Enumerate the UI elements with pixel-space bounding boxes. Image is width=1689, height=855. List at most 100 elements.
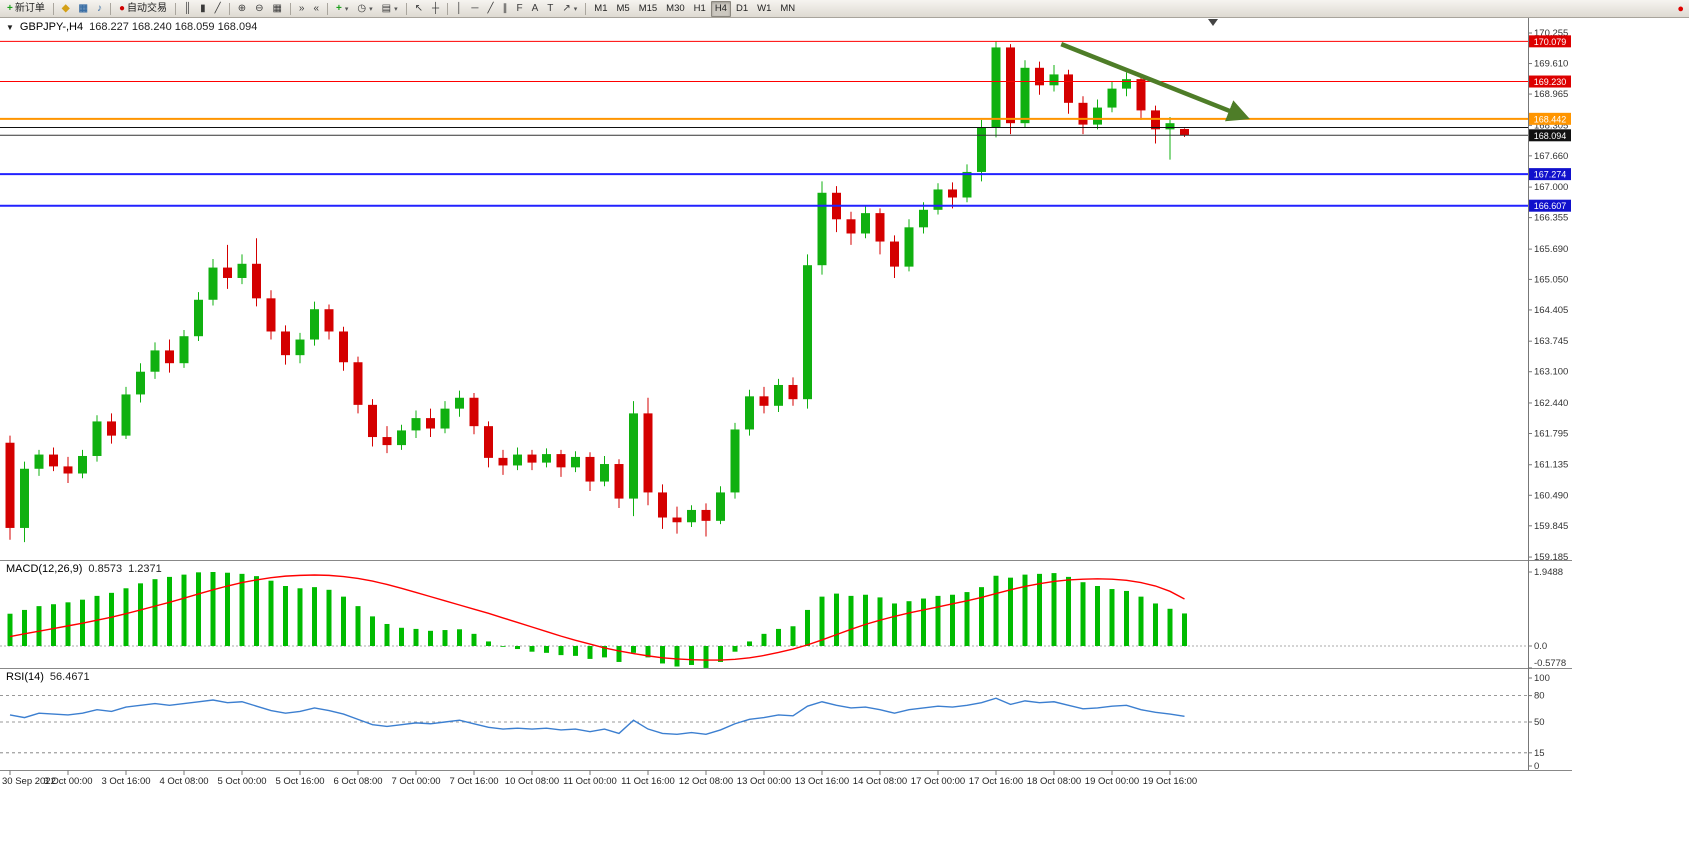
tf-d1-button[interactable]: D1 bbox=[732, 1, 752, 17]
macd-bar bbox=[660, 646, 665, 664]
horizontal-line-button[interactable]: ─ bbox=[467, 1, 482, 17]
dropdown-caret-icon[interactable]: ▾ bbox=[394, 5, 398, 13]
new-order-button[interactable]: + 新订单 bbox=[3, 1, 49, 17]
candle-body bbox=[701, 509, 711, 521]
tf-h1-button[interactable]: H1 bbox=[690, 1, 710, 17]
arrows-button-icon: ↗ bbox=[562, 2, 571, 14]
macd-bar bbox=[297, 588, 303, 646]
dropdown-caret-icon[interactable]: ▾ bbox=[344, 5, 349, 13]
candle-body bbox=[658, 492, 667, 518]
candle-body bbox=[1035, 67, 1044, 86]
cursor-button[interactable]: ↖ bbox=[411, 1, 427, 17]
chart-window-button[interactable]: ▦ bbox=[75, 1, 92, 17]
time-axis-label: 17 Oct 16:00 bbox=[969, 776, 1023, 787]
macd-bar bbox=[1008, 577, 1013, 646]
auto-scroll-button[interactable]: » bbox=[295, 1, 309, 17]
vertical-line-button[interactable]: │ bbox=[452, 1, 466, 17]
rsi-line bbox=[9, 697, 1185, 736]
market-watch-icon[interactable]: ◆ bbox=[58, 1, 74, 17]
chart-shift-button[interactable]: « bbox=[309, 1, 323, 17]
tf-mn-button-label: MN bbox=[780, 2, 796, 14]
price-axis-label: 167.000 bbox=[1534, 182, 1568, 193]
candle-body bbox=[933, 189, 943, 210]
templates-button[interactable]: ▤ ▾ bbox=[378, 1, 402, 17]
autotrade-button[interactable]: ● 自动交易 bbox=[115, 1, 171, 17]
tf-m5-button[interactable]: M5 bbox=[612, 1, 633, 17]
tf-mn-button[interactable]: MN bbox=[776, 1, 799, 17]
rsi-axis-label: 100 bbox=[1534, 673, 1550, 684]
fibonacci-button[interactable]: F bbox=[512, 1, 526, 17]
tf-w1-button-label: W1 bbox=[757, 2, 772, 14]
tile-windows-button[interactable]: ▦ bbox=[268, 1, 285, 17]
zoom-out-button[interactable]: ⊖ bbox=[251, 1, 267, 17]
macd-bar bbox=[254, 576, 259, 646]
indicators-button[interactable]: + ▾ bbox=[332, 1, 352, 17]
bar-chart-button[interactable]: ║ bbox=[180, 1, 195, 17]
candle-body bbox=[513, 454, 522, 466]
news-alert-icon[interactable]: ● bbox=[1677, 2, 1684, 15]
channel-button[interactable]: ∥ bbox=[498, 1, 511, 17]
time-axis-label: 19 Oct 00:00 bbox=[1085, 776, 1139, 787]
candle-body bbox=[672, 517, 682, 523]
dropdown-caret-icon[interactable]: ▾ bbox=[573, 5, 578, 13]
candle-body bbox=[919, 209, 928, 228]
indicators-button-icon: + bbox=[336, 2, 342, 14]
trendline-button[interactable]: ╱ bbox=[483, 1, 497, 17]
tf-m15-button[interactable]: M15 bbox=[635, 1, 661, 17]
tf-w1-button[interactable]: W1 bbox=[753, 1, 775, 17]
candle-body bbox=[252, 263, 261, 299]
macd-bar bbox=[283, 586, 288, 646]
candle-body bbox=[585, 456, 595, 482]
dropdown-caret-icon[interactable]: ▾ bbox=[369, 5, 373, 13]
text-button[interactable]: A bbox=[528, 1, 543, 17]
text-label-button[interactable]: T bbox=[543, 1, 557, 17]
candle-body bbox=[310, 309, 319, 340]
arrows-button[interactable]: ↗ ▾ bbox=[558, 1, 581, 17]
macd-bar bbox=[558, 646, 564, 656]
collapse-chart-icon[interactable]: ▼ bbox=[6, 23, 14, 32]
macd-bar bbox=[471, 633, 477, 646]
tf-m1-button[interactable]: M1 bbox=[590, 1, 611, 17]
chart-shift-marker[interactable] bbox=[1208, 19, 1218, 26]
tf-m30-button[interactable]: M30 bbox=[662, 1, 688, 17]
macd-bar bbox=[819, 596, 825, 646]
macd-bar bbox=[587, 646, 593, 659]
horizontal-line-button-icon: ─ bbox=[471, 2, 479, 14]
candle-body bbox=[295, 339, 305, 356]
toolbar-separator bbox=[228, 2, 230, 15]
candlestick-chart-button[interactable]: ▮ bbox=[196, 1, 210, 17]
candle-body bbox=[643, 413, 653, 493]
ohlc-readout: 168.227 168.240 168.059 168.094 bbox=[89, 21, 258, 33]
time-axis-label: 13 Oct 16:00 bbox=[795, 776, 849, 787]
candle-body bbox=[716, 492, 725, 521]
crosshair-button[interactable]: ┼ bbox=[428, 1, 443, 17]
toolbar: + 新订单 ◆ ▦ ♪ ● 自动交易 ║ ▮ ╱ ⊕ ⊖ ▦» «+ ▾ ◷ ▾ ▤ ▾ ↖ ┼ │ ─ ╱ ∥ F A T ↗ ▾ M1 M… bbox=[0, 0, 1689, 18]
zoom-in-button[interactable]: ⊕ bbox=[234, 1, 250, 17]
sound-button[interactable]: ♪ bbox=[93, 1, 106, 17]
candle-body bbox=[20, 468, 29, 528]
candle-body bbox=[1136, 79, 1146, 111]
price-axis-label: 163.100 bbox=[1534, 367, 1568, 378]
time-axis[interactable] bbox=[9, 770, 1171, 775]
candle-body bbox=[223, 267, 232, 278]
macd-bar bbox=[790, 626, 796, 646]
candle-body bbox=[861, 213, 870, 234]
price-axis-label: 165.050 bbox=[1534, 274, 1568, 285]
candle-body bbox=[455, 397, 464, 409]
crosshair-button-icon: ┼ bbox=[432, 2, 440, 14]
price-axis[interactable] bbox=[1528, 32, 1532, 558]
macd-bar bbox=[979, 587, 984, 646]
periods-button[interactable]: ◷ ▾ bbox=[353, 1, 376, 17]
line-chart-button[interactable]: ╱ bbox=[211, 1, 225, 17]
price-tag-label: 168.442 bbox=[1534, 114, 1567, 124]
candle-body bbox=[730, 429, 740, 493]
tf-h4-button[interactable]: H4 bbox=[710, 0, 731, 17]
price-tag bbox=[1529, 112, 1571, 125]
fibonacci-button-icon: F bbox=[516, 2, 523, 14]
candle-body bbox=[339, 331, 348, 363]
trend-arrow[interactable] bbox=[1060, 42, 1251, 122]
time-axis-label: 5 Oct 16:00 bbox=[275, 776, 324, 787]
new-order-button-icon: + bbox=[7, 2, 13, 14]
tf-d1-button-label: D1 bbox=[735, 2, 749, 14]
